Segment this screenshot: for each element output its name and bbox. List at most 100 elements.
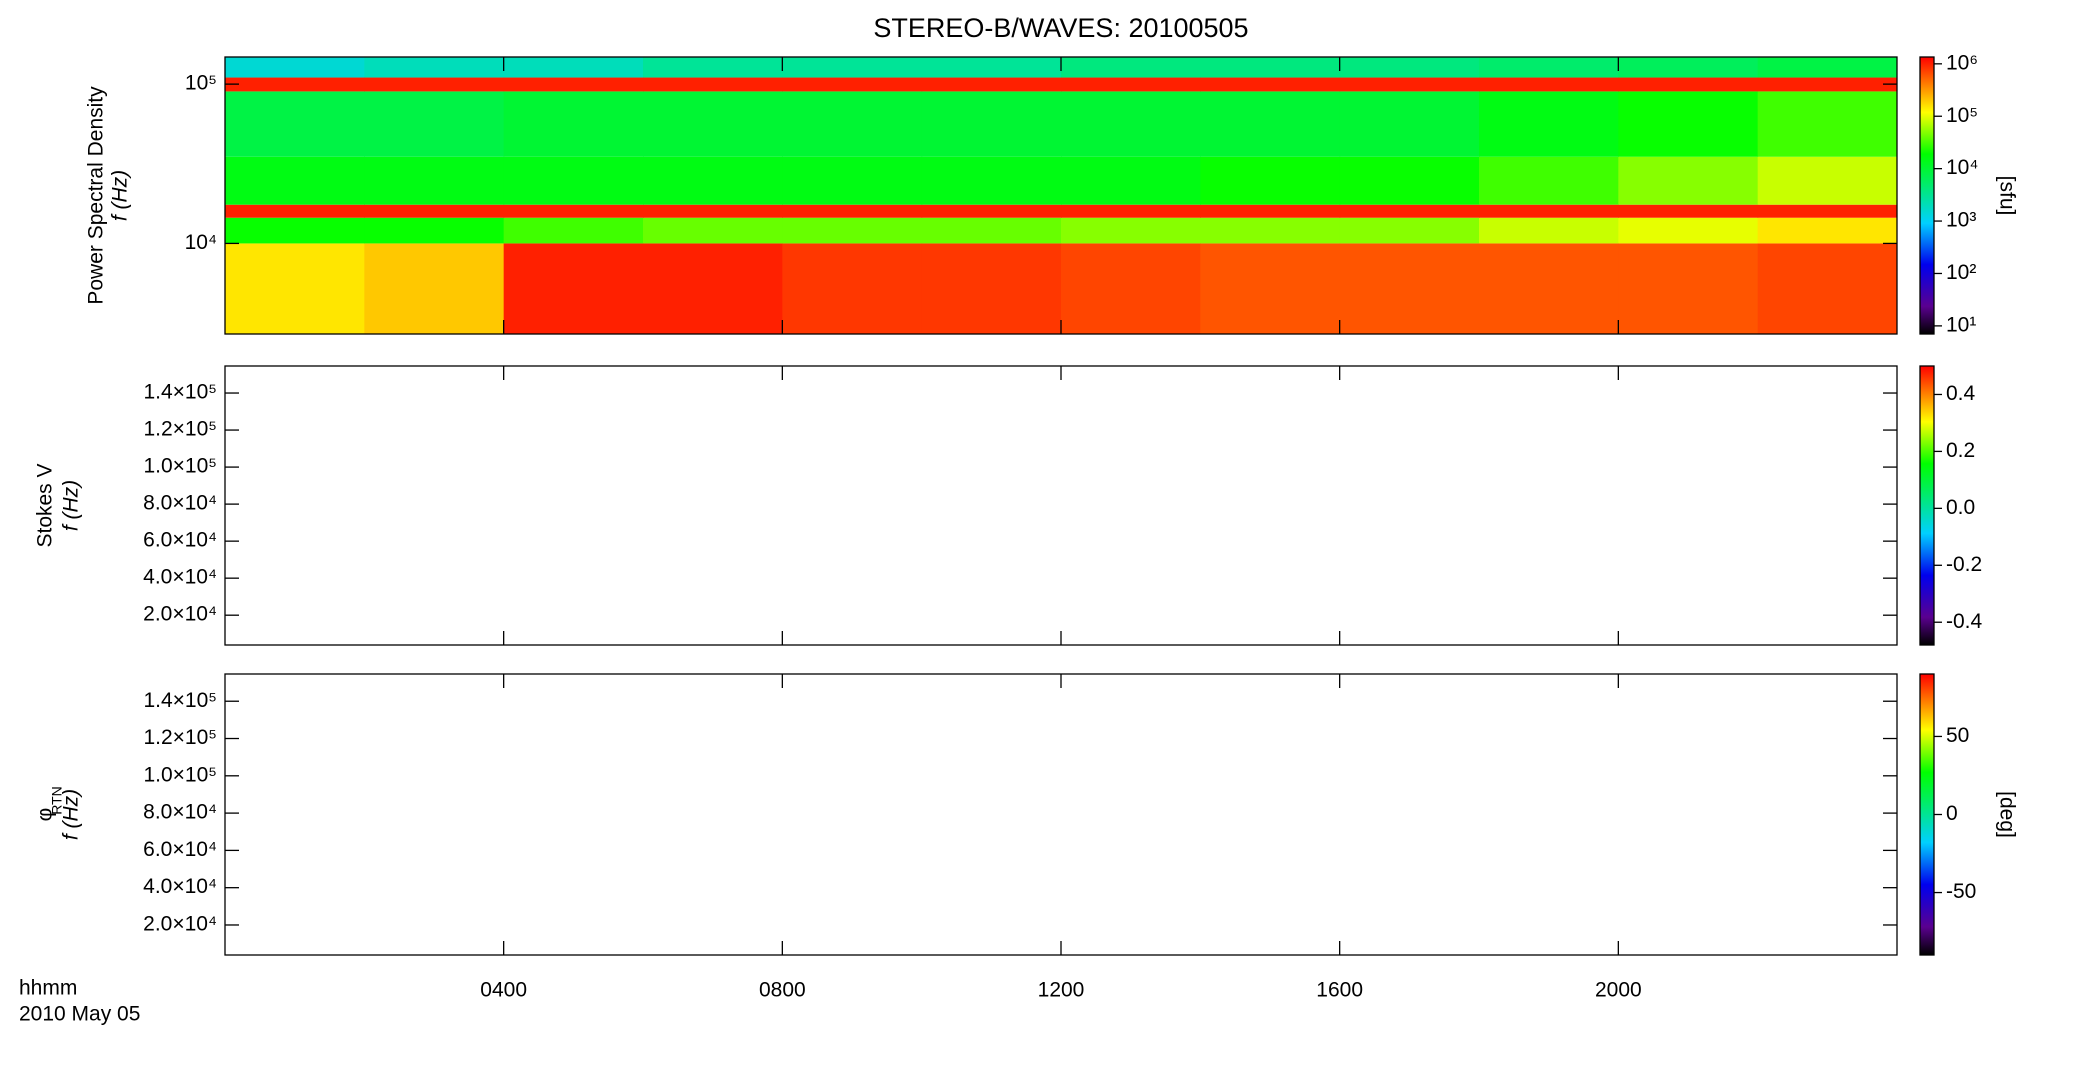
spectrogram-cell xyxy=(782,91,923,157)
y-tick-label: 1.0×10⁵ xyxy=(143,763,217,786)
y-axis-quantity: Stokes V xyxy=(34,463,57,547)
spectrogram-cell xyxy=(503,243,644,334)
spectrogram-cell xyxy=(643,57,783,78)
spectrogram-cell xyxy=(503,77,644,92)
y-tick-label: 8.0×10⁴ xyxy=(143,492,217,515)
colorbar-tick-label: 10¹ xyxy=(1946,313,1976,336)
spectrogram-cell xyxy=(503,204,644,218)
spectrogram-cell xyxy=(364,217,505,244)
spectrogram-cell xyxy=(1618,91,1759,157)
spectrogram-cell xyxy=(1757,57,1898,78)
y-tick-label: 4.0×10⁴ xyxy=(143,566,217,589)
spectrogram-cell xyxy=(225,91,365,157)
x-tick-label: 2000 xyxy=(1595,979,1642,1002)
spectrogram-cell xyxy=(1200,243,1341,334)
spectrogram-cell xyxy=(1618,57,1759,78)
y-tick-label: 1.0×10⁵ xyxy=(143,455,217,478)
y-axis-label: f (Hz) xyxy=(109,170,132,221)
spectrogram-cell xyxy=(1200,57,1341,78)
colorbar xyxy=(1919,56,1935,335)
colorbar-tick-label: 0.2 xyxy=(1946,439,1975,462)
spectrogram-cell xyxy=(225,204,365,218)
spectrogram-cell xyxy=(782,77,923,92)
spectrogram-cell xyxy=(921,243,1062,334)
spectrogram-cell xyxy=(921,57,1062,78)
y-tick-label: 2.0×10⁴ xyxy=(143,913,217,936)
y-tick-label: 6.0×10⁴ xyxy=(143,529,217,552)
spectrogram-cell xyxy=(1757,77,1898,92)
plot-frame xyxy=(224,673,1898,956)
spectrogram-cell xyxy=(1339,156,1480,205)
spectrogram-cell xyxy=(1200,217,1341,244)
spectrogram-cell xyxy=(1757,156,1898,205)
x-tick-label: 0800 xyxy=(759,979,806,1002)
spectrogram-cell xyxy=(921,91,1062,157)
spectrogram-cell xyxy=(364,77,505,92)
spectrogram-cell xyxy=(1339,243,1480,334)
spectrogram-cell xyxy=(1061,91,1201,157)
spectrogram-cell xyxy=(225,217,365,244)
colorbar-tick-label: 10³ xyxy=(1946,209,1976,232)
spectrogram-cell xyxy=(1339,77,1480,92)
spectrogram-cell xyxy=(364,204,505,218)
spectrogram-cell xyxy=(1200,77,1341,92)
spectrogram-cell xyxy=(1061,243,1201,334)
spectrogram-cell xyxy=(1200,204,1341,218)
spectrogram-cell xyxy=(225,57,365,78)
spectrogram-cell xyxy=(364,156,505,205)
spectrogram-cell xyxy=(643,217,783,244)
colorbar-label: [sfu] xyxy=(1995,176,2018,216)
spectrogram-cell xyxy=(782,243,923,334)
colorbar-tick-label: 10⁴ xyxy=(1946,156,1978,179)
spectrogram-cell xyxy=(503,57,644,78)
colorbar-tick-label: -0.4 xyxy=(1946,610,1983,633)
colorbar xyxy=(1919,365,1935,646)
spectrogram-cell xyxy=(1479,204,1619,218)
colorbar-tick-label: 10² xyxy=(1946,261,1976,284)
colorbar xyxy=(1919,673,1935,956)
y-axis-quantity: φ xyxy=(34,808,57,822)
spectrogram-cell xyxy=(1479,156,1619,205)
spectrogram-cell xyxy=(1061,77,1201,92)
y-tick-label: 10⁴ xyxy=(185,231,217,254)
spectrogram-cell xyxy=(1061,204,1201,218)
x-tick-label: 0400 xyxy=(480,979,527,1002)
x-axis-label: hhmm xyxy=(19,977,77,1000)
spectrogram-cell xyxy=(1479,217,1619,244)
spectrogram-cell xyxy=(1200,91,1341,157)
spectrogram-cell xyxy=(1757,243,1898,334)
spectrogram-cell xyxy=(1339,91,1480,157)
y-axis-quantity: Power Spectral Density xyxy=(85,86,108,305)
spectrogram-cell xyxy=(1618,156,1759,205)
spectrogram-cell xyxy=(364,57,505,78)
spectrogram-cell xyxy=(643,77,783,92)
y-tick-label: 8.0×10⁴ xyxy=(143,801,217,824)
y-tick-label: 1.4×10⁵ xyxy=(143,689,217,712)
spectrogram-cell xyxy=(921,204,1062,218)
spectrogram-cell xyxy=(503,217,644,244)
spectrogram-cell xyxy=(1061,156,1201,205)
spectrogram-cell xyxy=(1757,217,1898,244)
spectrogram-cell xyxy=(921,77,1062,92)
spectrogram-cell xyxy=(1339,57,1480,78)
spectrogram-cell xyxy=(503,91,644,157)
spectrogram-cell xyxy=(782,217,923,244)
spectrogram-cell xyxy=(1618,204,1759,218)
spectrogram-cell xyxy=(782,204,923,218)
y-tick-label: 4.0×10⁴ xyxy=(143,875,217,898)
spectrogram-cell xyxy=(225,243,365,334)
colorbar-tick-label: 10⁶ xyxy=(1946,51,1978,74)
spectrogram-cell xyxy=(643,204,783,218)
spectrogram-cell xyxy=(782,156,923,205)
spectrogram-cell xyxy=(643,91,783,157)
spectrogram-cell xyxy=(1757,91,1898,157)
spectrogram-cell xyxy=(643,243,783,334)
spectrogram-cell xyxy=(364,243,505,334)
colorbar-tick-label: -50 xyxy=(1946,880,1976,903)
spectrogram-cell xyxy=(1618,77,1759,92)
spectrogram-cell xyxy=(1339,204,1480,218)
spectrogram-cell xyxy=(225,77,365,92)
colorbar-tick-label: 0.4 xyxy=(1946,382,1976,405)
colorbar-tick-label: 0.0 xyxy=(1946,496,1975,519)
colorbar-label: [deg] xyxy=(1995,791,2018,838)
